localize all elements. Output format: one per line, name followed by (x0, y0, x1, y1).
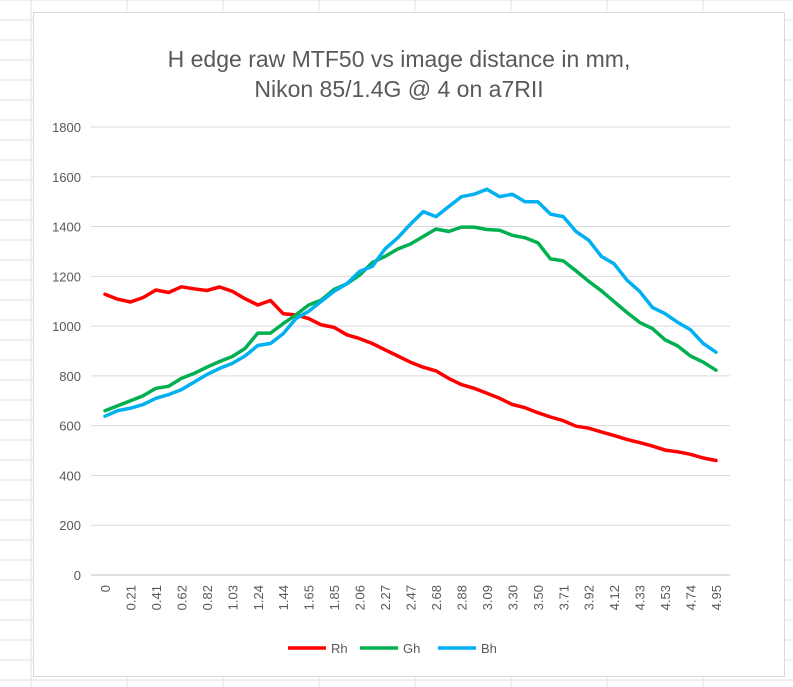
x-tick-label: 3.09 (480, 585, 495, 610)
series-line-bh (103, 187, 718, 418)
x-tick-label: 0.62 (174, 585, 189, 610)
legend-label-gh: Gh (403, 641, 420, 656)
x-tick-label: 4.95 (709, 585, 724, 610)
chart-svg: H edge raw MTF50 vs image distance in mm… (52, 46, 730, 656)
y-tick-label: 1200 (52, 269, 81, 284)
x-tick-label: 2.68 (429, 585, 444, 610)
y-axis-ticks: 0 200 400 600 800 1000 1200 1400 1600 1800 (52, 120, 81, 583)
x-tick-label: 0 (98, 585, 113, 592)
y-tick-label: 1600 (52, 170, 81, 185)
x-tick-label: 0.21 (123, 585, 138, 610)
y-tick-label: 1400 (52, 220, 81, 235)
x-tick-label: 1.03 (225, 585, 240, 610)
x-tick-label: 4.12 (607, 585, 622, 610)
x-tick-label: 2.27 (378, 585, 393, 610)
x-tick-label: 0.41 (149, 585, 164, 610)
series-line-rh (103, 285, 718, 463)
chart-area[interactable]: H edge raw MTF50 vs image distance in mm… (33, 12, 785, 677)
y-tick-label: 800 (59, 369, 81, 384)
chart-title-line-2: Nikon 85/1.4G @ 4 on a7RII (254, 76, 543, 102)
x-tick-label: 4.74 (684, 585, 699, 610)
y-tick-label: 600 (59, 419, 81, 434)
y-tick-label: 400 (59, 468, 81, 483)
x-tick-label: 0.82 (200, 585, 215, 610)
y-tick-label: 200 (59, 518, 81, 533)
x-tick-label: 1.24 (251, 585, 266, 610)
legend-label-rh: Rh (331, 641, 348, 656)
y-tick-label: 1000 (52, 319, 81, 334)
x-axis-ticks: 0 0.21 0.41 0.62 0.82 1.03 1.24 1.44 1.65 1.85 2.0… (98, 585, 724, 610)
x-tick-label: 2.06 (353, 585, 368, 610)
x-tick-label: 2.47 (404, 585, 419, 610)
x-tick-label: 1.65 (302, 585, 317, 610)
series-line-gh (103, 225, 718, 413)
y-tick-label: 1800 (52, 120, 81, 135)
y-tick-label: 0 (74, 568, 81, 583)
gridlines (91, 126, 730, 576)
x-tick-label: 1.44 (276, 585, 291, 610)
legend-label-bh: Bh (481, 641, 497, 656)
legend[interactable]: Rh Gh Bh (288, 641, 497, 656)
x-tick-label: 3.71 (556, 585, 571, 610)
x-tick-label: 2.88 (454, 585, 469, 610)
x-tick-label: 1.85 (327, 585, 342, 610)
x-tick-label: 4.33 (633, 585, 648, 610)
x-tick-label: 3.92 (582, 585, 597, 610)
chart-title-line-1: H edge raw MTF50 vs image distance in mm… (168, 46, 631, 72)
x-tick-label: 4.53 (658, 585, 673, 610)
x-tick-label: 3.50 (531, 585, 546, 610)
data-series (103, 187, 718, 463)
x-tick-label: 3.30 (505, 585, 520, 610)
